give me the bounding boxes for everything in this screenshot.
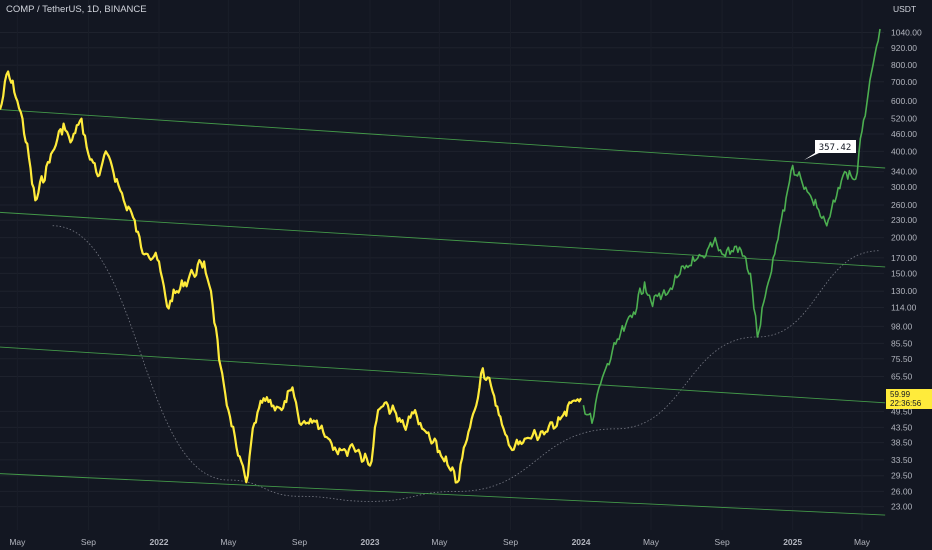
y-tick-label: 130.00 <box>891 286 917 296</box>
y-tick-label: 260.00 <box>891 200 917 210</box>
y-tick-label: 800.00 <box>891 60 917 70</box>
series-lines <box>0 28 881 484</box>
series-line-yellow <box>0 70 582 484</box>
x-axis: May Sep 2022 May Sep 2023 May Sep 2024 May Sep 2025… <box>9 537 870 547</box>
y-tick-label: 75.50 <box>891 354 913 364</box>
x-tick-label: Sep <box>292 537 307 547</box>
x-tick-label: May <box>431 537 448 547</box>
y-tick-label: 29.50 <box>891 471 913 481</box>
channel-lines <box>0 109 886 516</box>
channel-line <box>0 211 886 268</box>
callout-label: 357.42 <box>804 140 856 160</box>
last-price-badge: 59.99 22:36:56 <box>886 389 932 409</box>
last-price-box <box>886 389 932 409</box>
x-tick-label: May <box>643 537 660 547</box>
channel-line <box>0 346 886 404</box>
x-tick-label: Sep <box>503 537 518 547</box>
arc-path <box>52 225 880 502</box>
channel-line <box>0 109 886 169</box>
x-tick-label: May <box>9 537 26 547</box>
y-tick-label: 300.00 <box>891 182 917 192</box>
y-tick-label: 98.00 <box>891 321 913 331</box>
y-tick-label: 230.00 <box>891 215 917 225</box>
y-tick-label: 33.50 <box>891 455 913 465</box>
y-tick-label: 920.00 <box>891 43 917 53</box>
currency-label: USDT <box>893 4 916 14</box>
x-tick-label: 2022 <box>150 537 169 547</box>
countdown-timer: 22:36:56 <box>890 399 922 408</box>
y-tick-label: 49.50 <box>891 406 913 416</box>
y-tick-label: 700.00 <box>891 77 917 87</box>
channel-line <box>0 473 886 516</box>
y-tick-label: 65.50 <box>891 371 913 381</box>
y-tick-label: 1040.00 <box>891 28 922 38</box>
x-tick-label: May <box>854 537 871 547</box>
y-tick-label: 520.00 <box>891 114 917 124</box>
y-tick-label: 43.50 <box>891 422 913 432</box>
y-tick-label: 38.50 <box>891 438 913 448</box>
y-tick-label: 85.50 <box>891 338 913 348</box>
y-tick-label: 114.00 <box>891 303 917 313</box>
callout-value: 357.42 <box>819 143 852 153</box>
y-tick-label: 600.00 <box>891 96 917 106</box>
x-tick-label: 2025 <box>783 537 802 547</box>
y-tick-label: 26.00 <box>891 486 913 496</box>
grid <box>0 32 884 508</box>
callout-pointer <box>804 140 856 160</box>
x-tick-label: 2023 <box>361 537 380 547</box>
y-tick-label: 170.00 <box>891 253 917 263</box>
series-line-green <box>582 28 881 425</box>
x-tick-label: May <box>220 537 237 547</box>
y-tick-label: 460.00 <box>891 129 917 139</box>
y-tick-label: 400.00 <box>891 146 917 156</box>
price-axis-panel[interactable] <box>886 0 932 550</box>
y-tick-label: 340.00 <box>891 167 917 177</box>
x-tick-label: Sep <box>81 537 96 547</box>
y-tick-label: 150.00 <box>891 268 917 278</box>
y-axis: 1040.00 920.00 800.00 700.00 600.00 520.00 460… <box>891 28 922 512</box>
x-tick-label: 2024 <box>572 537 591 547</box>
arc-curve <box>52 225 880 502</box>
y-tick-label: 23.00 <box>891 502 913 512</box>
y-tick-label: 200.00 <box>891 233 917 243</box>
last-price-value: 59.99 <box>890 390 911 399</box>
x-tick-label: Sep <box>715 537 730 547</box>
chart-title: COMP / TetherUS, 1D, BINANCE <box>6 4 147 15</box>
